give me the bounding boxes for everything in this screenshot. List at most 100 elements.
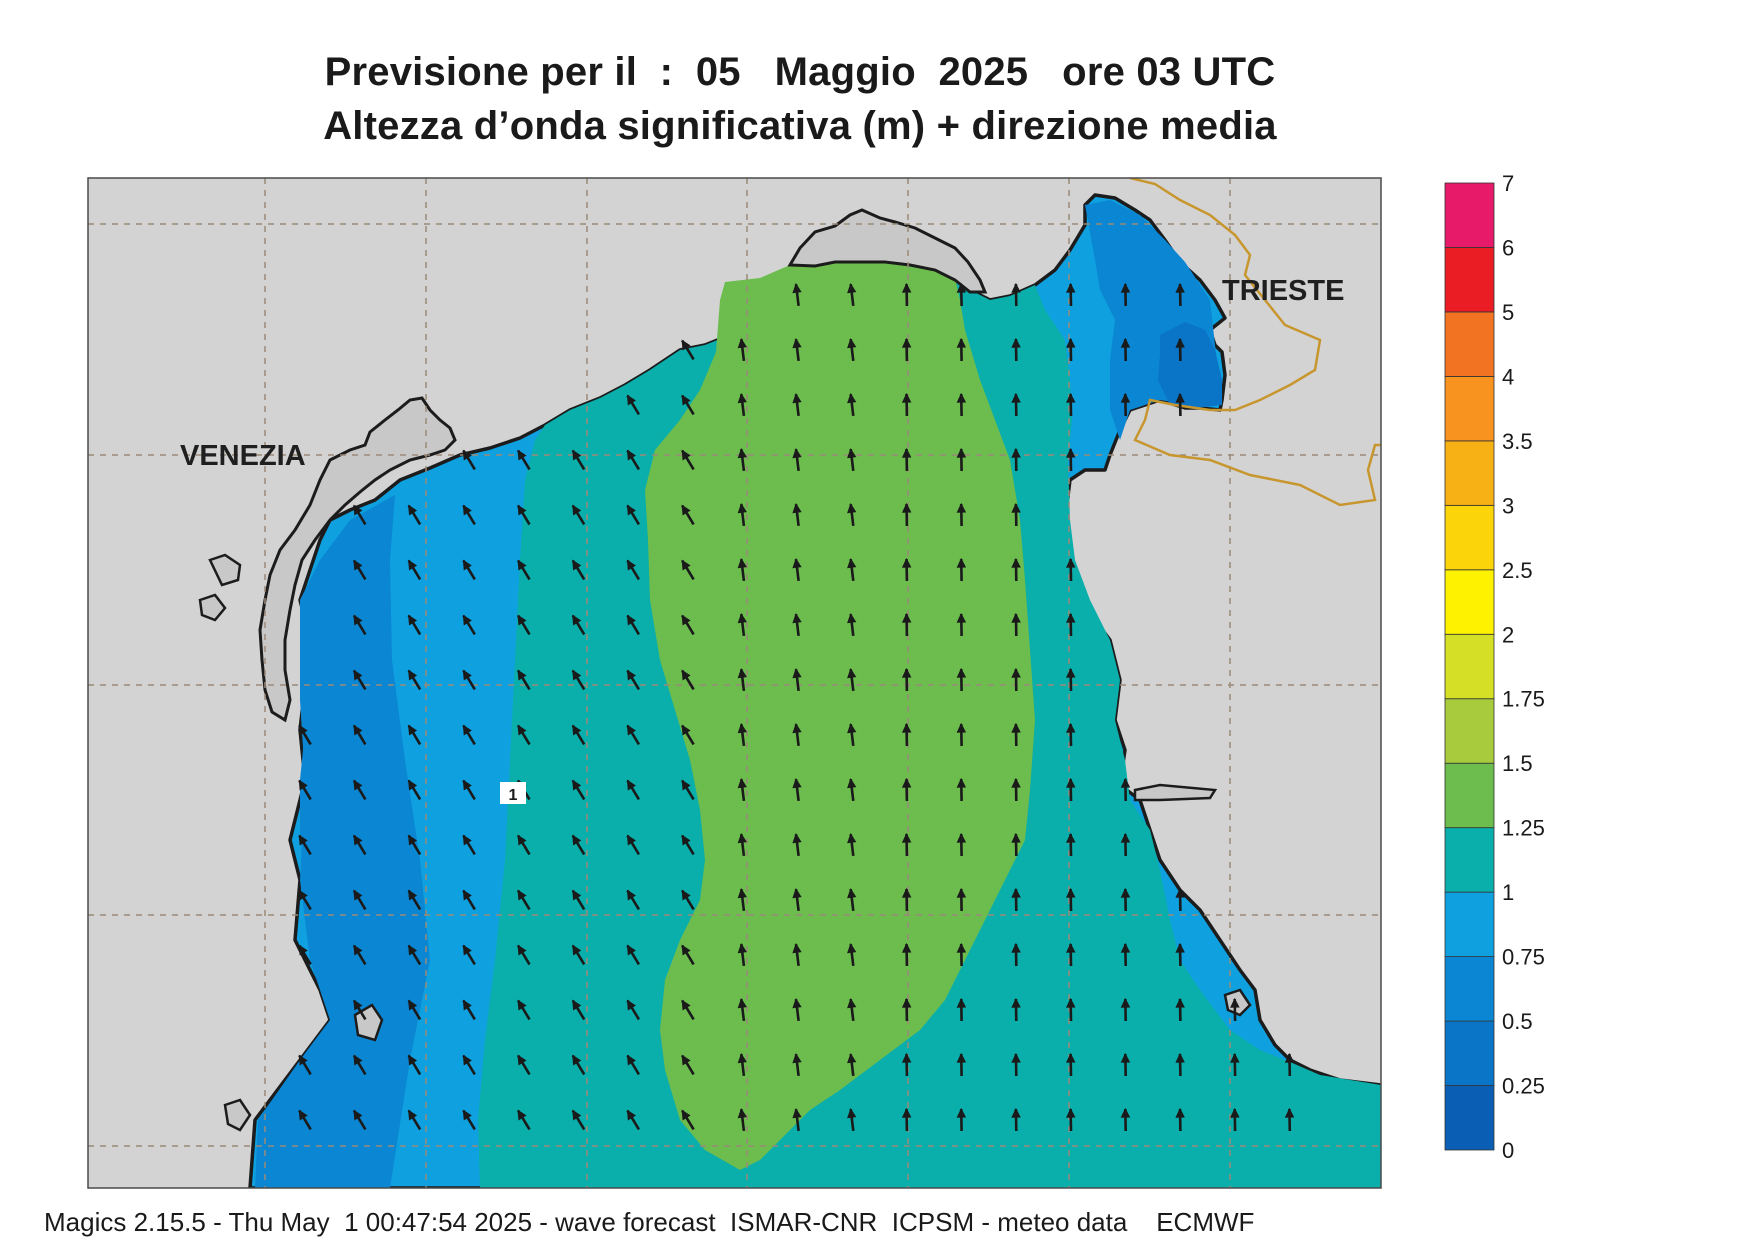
legend-swatch — [1444, 247, 1495, 313]
wave-direction-arrowhead — [298, 1109, 308, 1121]
wave-direction-arrowhead — [1011, 557, 1021, 568]
legend-tick-label: 2.5 — [1502, 558, 1533, 583]
wave-direction-arrowhead — [462, 889, 472, 901]
legend-swatch — [1444, 698, 1495, 764]
wave-direction-arrowhead — [901, 722, 912, 733]
wave-direction-arrowhead — [572, 834, 582, 846]
wave-direction-arrowhead — [1230, 997, 1240, 1008]
wave-direction-arrowhead — [792, 722, 802, 734]
wave-direction-arrowhead — [517, 889, 527, 901]
wave-direction-arrowhead — [626, 559, 636, 571]
wave-direction-arrowhead — [462, 834, 472, 846]
map-area: 1 — [88, 178, 1381, 1188]
wave-direction-arrowhead — [956, 832, 967, 843]
wave-direction-arrowhead — [681, 834, 691, 846]
wave-direction-arrowhead — [408, 999, 418, 1011]
wave-direction-arrowhead — [1011, 1107, 1021, 1118]
wave-direction-arrowhead — [408, 724, 418, 736]
legend-tick-label: 0.75 — [1502, 945, 1545, 970]
wave-direction-arrowhead — [462, 1054, 472, 1066]
wave-direction-arrowhead — [462, 944, 472, 956]
wave-direction-arrowhead — [298, 944, 308, 956]
wave-direction-arrowhead — [1011, 887, 1021, 898]
wave-direction-arrowhead — [847, 942, 857, 954]
wave-direction-arrowhead — [1120, 1107, 1131, 1118]
wave-direction-arrowhead — [1066, 1107, 1076, 1118]
wave-direction-arrowhead — [847, 612, 857, 624]
wave-direction-arrowhead — [956, 942, 967, 953]
legend-tick-label: 0.25 — [1502, 1074, 1545, 1099]
wave-direction-arrowhead — [517, 724, 527, 736]
legend-swatch — [1444, 633, 1495, 700]
wave-direction-arrowhead — [626, 449, 636, 461]
forecast-title: Previsione per il : 05 Maggio 2025 ore 0… — [324, 50, 1276, 94]
wave-direction-arrowhead — [681, 724, 691, 736]
wave-direction-arrowhead — [626, 614, 636, 626]
wave-direction-arrowhead — [956, 447, 967, 458]
wave-direction-arrowhead — [353, 779, 363, 791]
wave-direction-arrowhead — [792, 667, 802, 679]
wave-direction-arrowhead — [847, 667, 857, 679]
forecast-subtitle: Altezza d’onda significativa (m) + direz… — [323, 104, 1277, 148]
wave-direction-arrowhead — [1011, 832, 1021, 843]
wave-direction-arrowhead — [1284, 1052, 1295, 1063]
wave-direction-arrowhead — [462, 999, 472, 1011]
wave-direction-arrowhead — [1230, 1052, 1240, 1063]
wave-direction-arrowhead — [626, 944, 636, 956]
wave-direction-arrowhead — [1175, 1052, 1185, 1063]
legend-swatch — [1444, 956, 1495, 1022]
wave-direction-arrowhead — [517, 1109, 527, 1121]
wave-direction-arrowhead — [353, 944, 363, 956]
wave-direction-arrowhead — [681, 669, 691, 681]
wave-direction-arrowhead — [901, 447, 912, 458]
wave-direction-arrowhead — [462, 504, 472, 516]
wave-direction-arrowhead — [626, 999, 636, 1011]
wave-direction-arrowhead — [737, 667, 747, 679]
wave-direction-arrowhead — [517, 944, 527, 956]
wave-direction-arrowhead — [1120, 1052, 1131, 1063]
wave-direction-arrowhead — [847, 337, 857, 349]
wave-direction-arrowhead — [681, 559, 691, 571]
wave-direction-arrowhead — [681, 449, 691, 461]
wave-direction-arrowhead — [626, 669, 636, 681]
wave-direction-arrowhead — [517, 449, 527, 461]
wave-direction-arrowhead — [1011, 282, 1021, 293]
legend-tick-label: 1.75 — [1502, 687, 1545, 712]
wave-direction-arrowhead — [901, 887, 912, 898]
legend-swatch — [1444, 569, 1495, 635]
wave-direction-arrowhead — [792, 832, 802, 844]
wave-direction-arrowhead — [462, 614, 472, 626]
wave-direction-arrowhead — [1120, 392, 1131, 403]
wave-direction-arrowhead — [1066, 612, 1076, 623]
wave-direction-arrowhead — [956, 392, 967, 403]
sea-patch-0.5m-southwest — [300, 730, 325, 870]
wave-direction-arrowhead — [901, 557, 912, 568]
legend-swatch — [1444, 182, 1495, 248]
wave-direction-arrowhead — [847, 557, 857, 569]
sea-patch-0.25m-trieste — [1158, 322, 1222, 408]
national-border — [1129, 178, 1381, 507]
wave-direction-arrowhead — [901, 392, 912, 403]
wave-direction-arrowhead — [353, 504, 363, 516]
contour-label-box — [500, 782, 526, 804]
wave-direction-arrowhead — [792, 337, 802, 349]
legend-tick-label: 3.5 — [1502, 429, 1533, 454]
wave-direction-arrowhead — [737, 447, 747, 459]
wave-direction-arrowhead — [681, 614, 691, 626]
wave-direction-arrowhead — [1120, 832, 1131, 843]
wave-direction-arrowhead — [1011, 502, 1021, 513]
wave-direction-arrowhead — [462, 669, 472, 681]
wave-direction-arrowhead — [1011, 612, 1021, 623]
wave-direction-arrowhead — [901, 942, 912, 953]
wave-direction-arrowhead — [792, 997, 802, 1009]
wave-direction-arrowhead — [956, 282, 967, 293]
wave-direction-arrowhead — [408, 944, 418, 956]
wave-direction-arrowhead — [572, 999, 582, 1011]
wave-direction-arrowhead — [517, 669, 527, 681]
wave-direction-arrowhead — [792, 557, 802, 569]
wave-direction-arrowhead — [956, 777, 967, 788]
wave-direction-arrowhead — [408, 889, 418, 901]
legend-swatch — [1444, 311, 1495, 377]
wave-direction-arrowhead — [1066, 722, 1076, 733]
wave-direction-arrowhead — [462, 1109, 472, 1121]
